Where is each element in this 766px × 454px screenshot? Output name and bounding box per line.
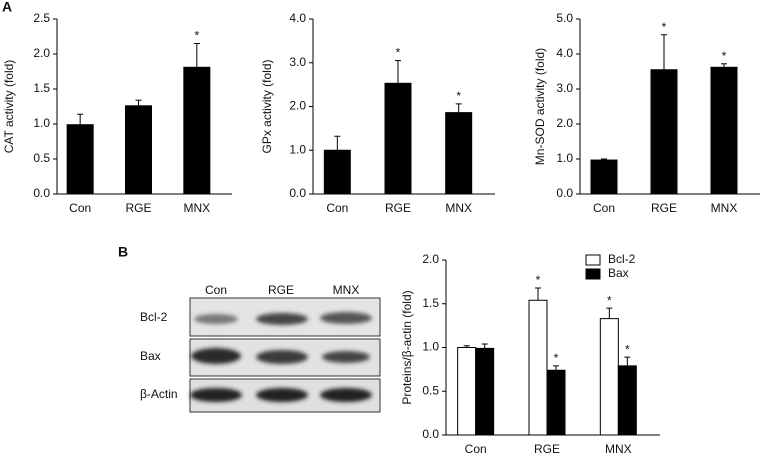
row-label: Bax: [140, 349, 161, 363]
bar: [475, 347, 495, 436]
significance-mark: *: [554, 351, 559, 365]
x-tick-label: RGE: [651, 201, 677, 215]
y-tick-label: 2.5: [33, 11, 50, 25]
significance-mark: *: [456, 89, 461, 103]
bar: [710, 66, 738, 195]
y-tick-label: 2.0: [289, 99, 306, 113]
y-tick-label: 0.5: [422, 383, 439, 397]
legend-label: Bcl-2: [608, 252, 636, 266]
bar: [323, 149, 351, 195]
lane-label: RGE: [268, 283, 294, 297]
y-tick-label: 2.0: [422, 252, 439, 266]
bar: [445, 112, 473, 195]
x-tick-label: RGE: [534, 442, 560, 454]
y-tick-label: 0.0: [556, 186, 573, 200]
bar: [528, 299, 548, 436]
significance-mark: *: [607, 293, 612, 307]
y-axis-label: CAT activity (fold): [2, 60, 16, 154]
bar: [546, 369, 566, 436]
y-axis-label: GPx activity (fold): [260, 59, 274, 153]
y-tick-label: 4.0: [289, 11, 306, 25]
y-axis-label: Mn-SOD activity (fold): [533, 48, 547, 165]
legend-swatch: [585, 268, 601, 280]
y-tick-label: 1.0: [422, 340, 439, 354]
y-tick-label: 2.0: [556, 116, 573, 130]
y-tick-label: 0.0: [289, 186, 306, 200]
significance-mark: *: [722, 49, 727, 63]
bar: [66, 124, 94, 195]
bar: [457, 347, 477, 436]
y-tick-label: 0.5: [33, 151, 50, 165]
bar: [617, 365, 637, 436]
legend-label: Bax: [608, 266, 629, 280]
y-tick-label: 1.5: [33, 81, 50, 95]
y-tick-label: 5.0: [556, 11, 573, 25]
y-tick-label: 1.0: [33, 116, 50, 130]
x-tick-label: MNX: [445, 201, 472, 215]
y-tick-label: 1.5: [422, 296, 439, 310]
panel-label: A: [2, 0, 12, 15]
y-tick-label: 0.0: [422, 427, 439, 441]
western-blot: [189, 297, 381, 413]
y-tick-label: 4.0: [556, 46, 573, 60]
significance-mark: *: [194, 29, 199, 43]
bar: [125, 105, 152, 195]
bar: [183, 66, 211, 195]
bar: [384, 82, 412, 195]
y-tick-label: 3.0: [556, 81, 573, 95]
y-tick-label: 1.0: [556, 151, 573, 165]
significance-mark: *: [625, 342, 630, 356]
x-tick-label: MNX: [183, 201, 210, 215]
x-tick-label: Con: [326, 201, 348, 215]
lane-label: MNX: [333, 283, 360, 297]
significance-mark: *: [536, 273, 541, 287]
y-tick-label: 3.0: [289, 55, 306, 69]
x-tick-label: Con: [69, 201, 91, 215]
x-tick-label: Con: [593, 201, 615, 215]
y-tick-label: 1.0: [289, 142, 306, 156]
row-label: β-Actin: [140, 387, 178, 401]
significance-mark: *: [662, 20, 667, 34]
row-label: Bcl-2: [140, 310, 168, 324]
x-tick-label: MNX: [605, 442, 632, 454]
y-tick-label: 0.0: [33, 186, 50, 200]
panel-label: B: [118, 244, 128, 260]
y-tick-label: 2.0: [33, 46, 50, 60]
x-tick-label: RGE: [125, 201, 151, 215]
x-tick-label: RGE: [385, 201, 411, 215]
bands: [190, 312, 372, 402]
significance-mark: *: [396, 46, 401, 60]
y-axis-label: Proteins/β-actin (fold): [400, 290, 414, 404]
x-tick-label: Con: [465, 442, 487, 454]
x-tick-label: MNX: [711, 201, 738, 215]
lane-label: Con: [205, 283, 227, 297]
bar: [590, 159, 618, 195]
bar: [599, 318, 619, 436]
legend-swatch: [585, 254, 601, 266]
bar: [650, 69, 678, 195]
